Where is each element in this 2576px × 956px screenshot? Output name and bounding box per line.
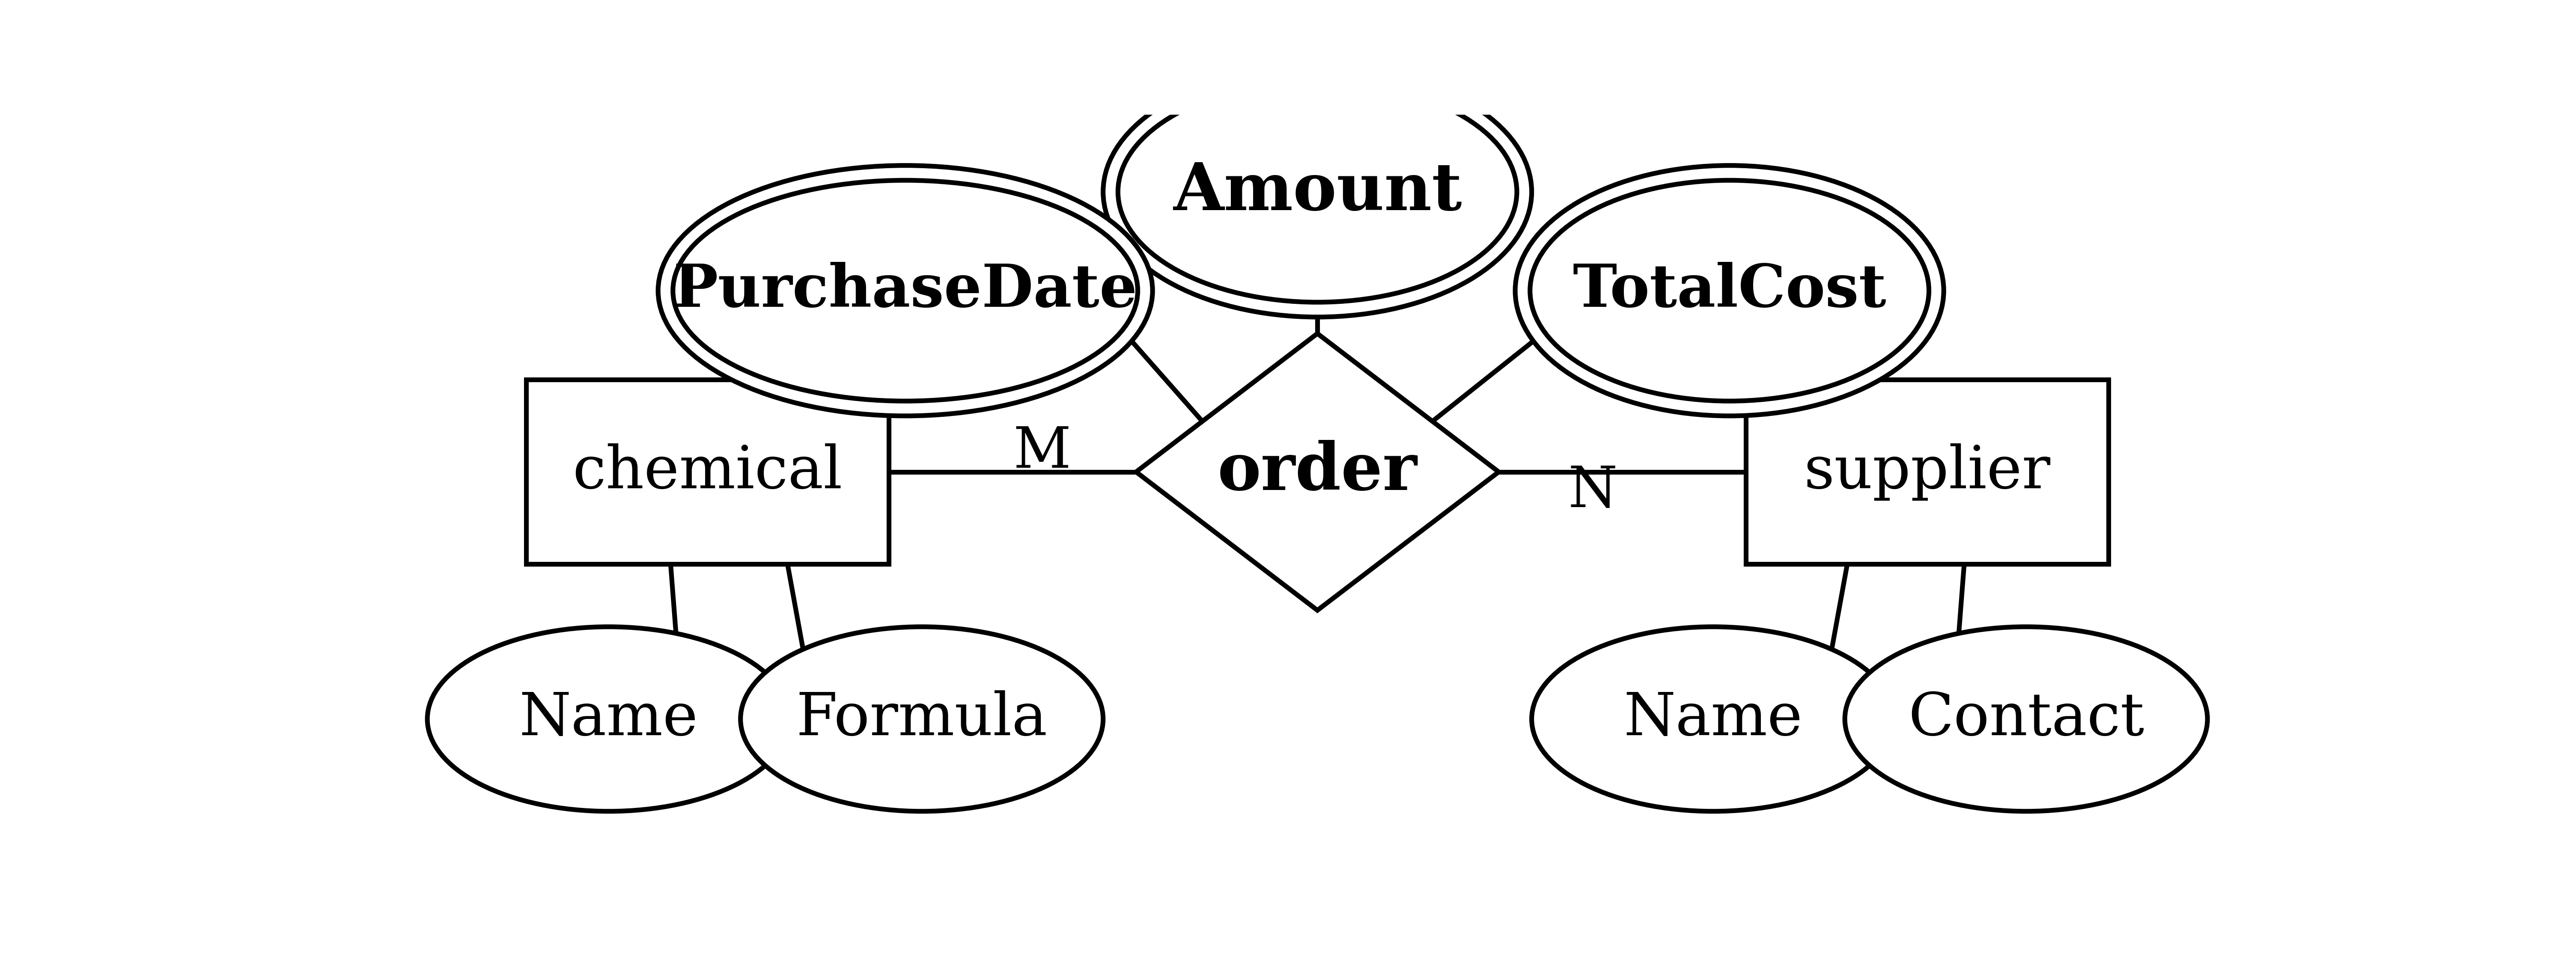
Ellipse shape <box>1844 627 2208 812</box>
Ellipse shape <box>739 627 1103 812</box>
Bar <box>526 380 889 564</box>
Text: supplier: supplier <box>1803 444 2050 501</box>
Text: Name: Name <box>1623 690 1803 748</box>
Ellipse shape <box>1515 165 1945 416</box>
Text: TotalCost: TotalCost <box>1571 262 1886 319</box>
Ellipse shape <box>1533 627 1893 812</box>
Bar <box>1747 380 2110 564</box>
Text: PurchaseDate: PurchaseDate <box>672 262 1139 319</box>
Text: N: N <box>1569 464 1618 519</box>
Text: Name: Name <box>520 690 698 748</box>
Text: order: order <box>1218 440 1417 504</box>
Polygon shape <box>1136 334 1499 610</box>
Ellipse shape <box>657 165 1151 416</box>
Ellipse shape <box>428 627 791 812</box>
Text: Amount: Amount <box>1172 160 1461 224</box>
Text: Formula: Formula <box>796 690 1048 748</box>
Text: M: M <box>1012 424 1072 480</box>
Ellipse shape <box>1103 67 1533 317</box>
Text: Contact: Contact <box>1909 690 2143 748</box>
Text: chemical: chemical <box>572 444 842 501</box>
